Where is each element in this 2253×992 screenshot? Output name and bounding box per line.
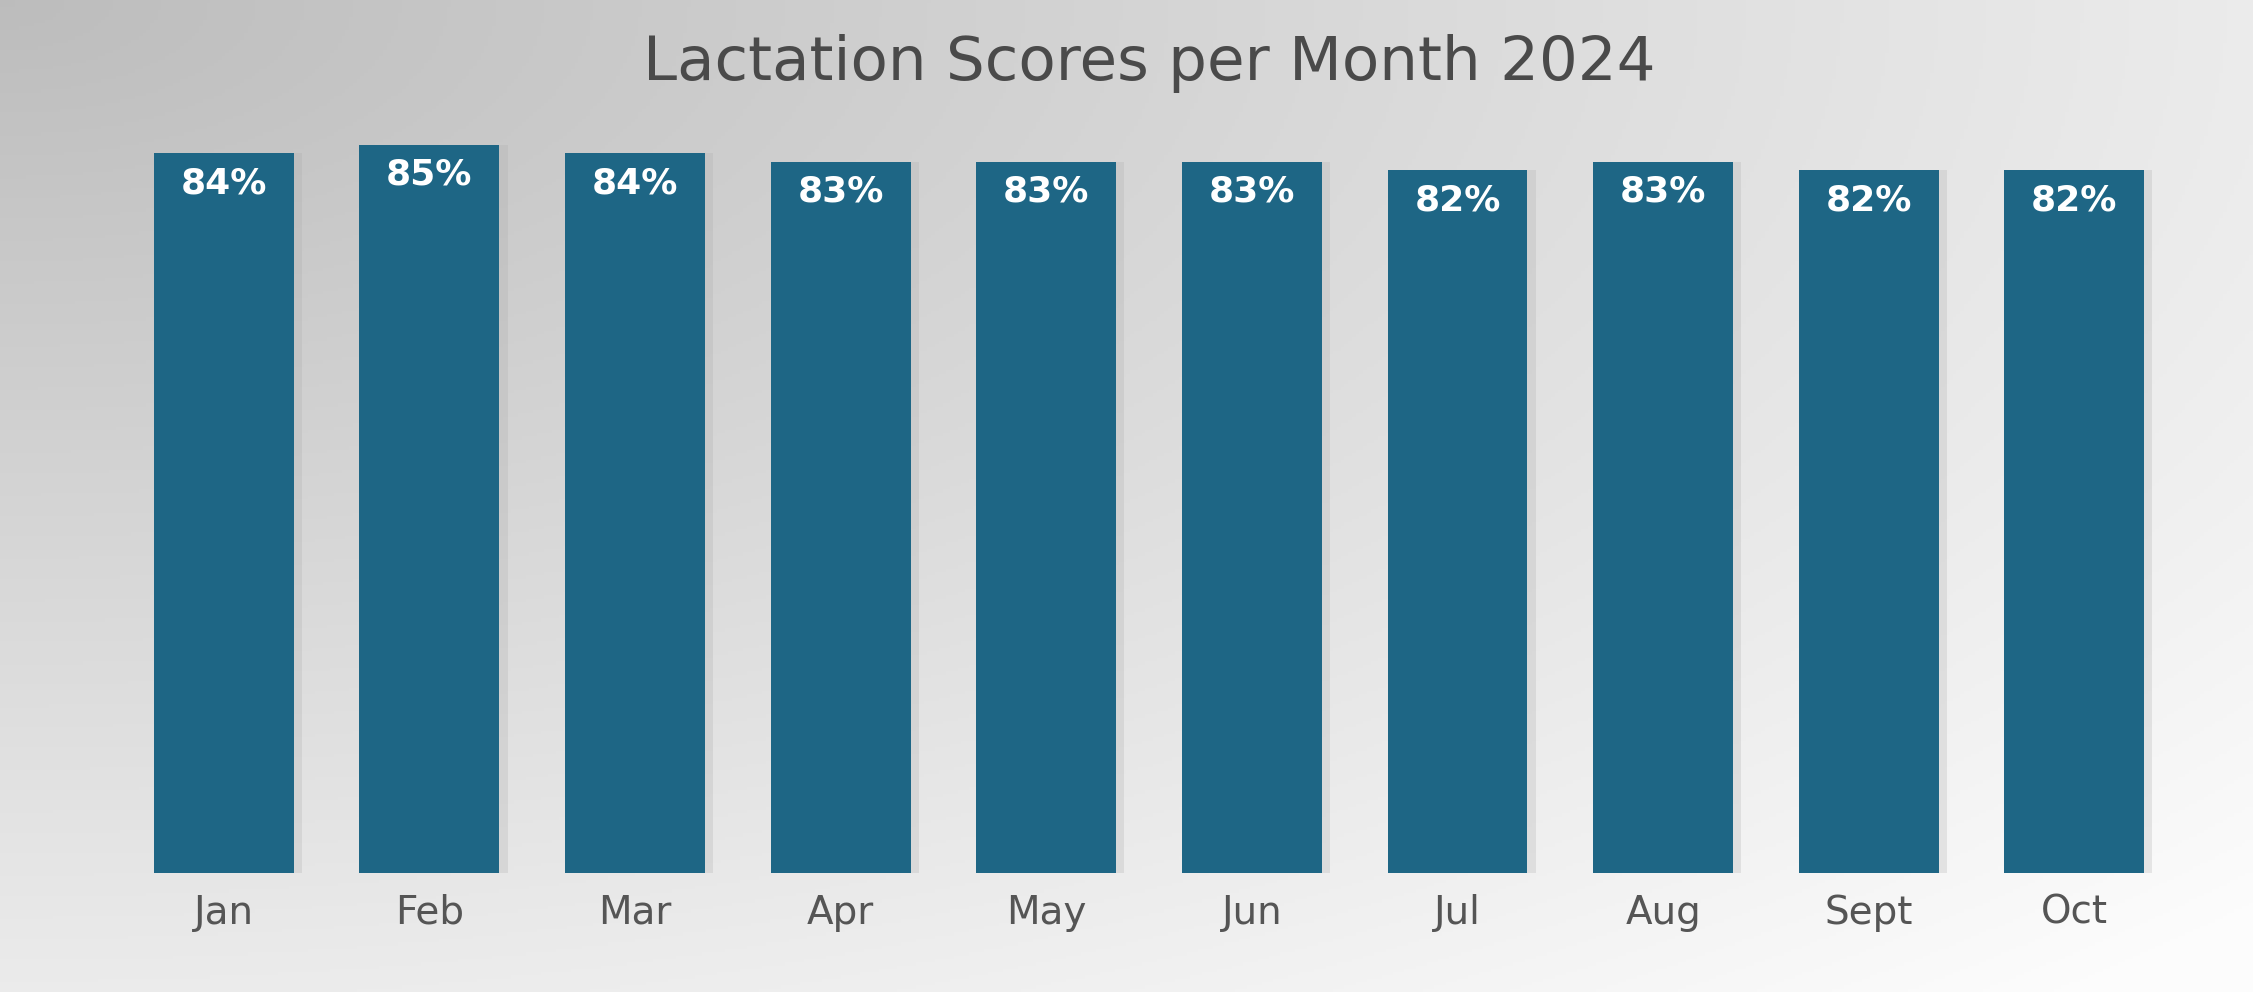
FancyBboxPatch shape — [1807, 171, 1947, 873]
Text: 83%: 83% — [1003, 175, 1090, 209]
FancyBboxPatch shape — [780, 162, 919, 873]
Bar — [1593, 162, 1733, 873]
Text: 83%: 83% — [1620, 175, 1706, 209]
FancyBboxPatch shape — [1190, 162, 1329, 873]
FancyBboxPatch shape — [985, 162, 1124, 873]
FancyBboxPatch shape — [162, 154, 302, 873]
Bar — [771, 162, 910, 873]
FancyBboxPatch shape — [2012, 171, 2152, 873]
Text: 82%: 82% — [2032, 184, 2118, 217]
FancyBboxPatch shape — [1602, 162, 1742, 873]
Text: 84%: 84% — [593, 167, 678, 200]
FancyBboxPatch shape — [367, 145, 507, 873]
Text: 83%: 83% — [1208, 175, 1295, 209]
Bar — [566, 154, 705, 873]
Text: 82%: 82% — [1825, 184, 1913, 217]
Bar — [360, 145, 500, 873]
Text: 84%: 84% — [180, 167, 266, 200]
Bar — [1183, 162, 1323, 873]
Text: 85%: 85% — [385, 158, 473, 191]
FancyBboxPatch shape — [572, 154, 714, 873]
Title: Lactation Scores per Month 2024: Lactation Scores per Month 2024 — [642, 34, 1656, 93]
Bar — [1798, 171, 1938, 873]
Text: 83%: 83% — [798, 175, 883, 209]
FancyBboxPatch shape — [1397, 171, 1537, 873]
Bar — [2005, 171, 2145, 873]
Bar — [153, 154, 293, 873]
Bar — [976, 162, 1115, 873]
Text: 82%: 82% — [1415, 184, 1500, 217]
Bar — [1388, 171, 1528, 873]
